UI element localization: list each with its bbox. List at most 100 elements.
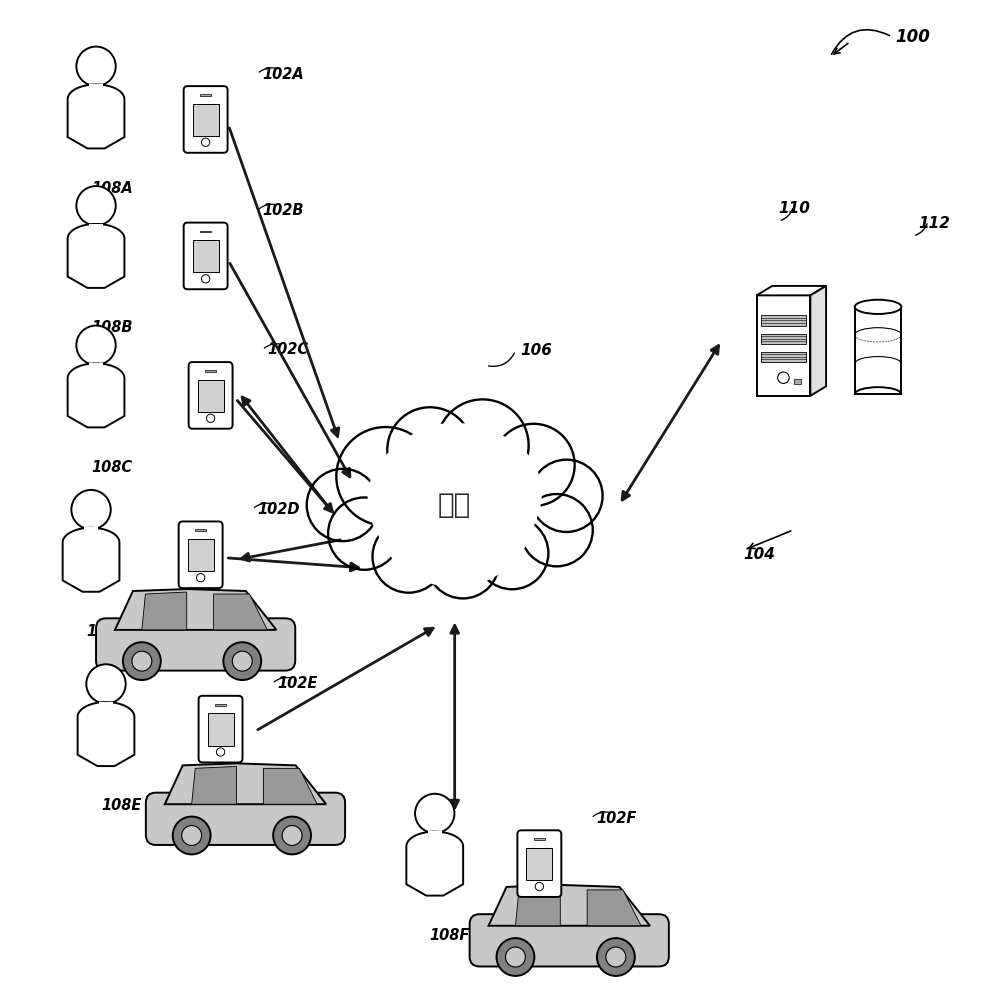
Bar — [428, 831, 442, 835]
Polygon shape — [165, 763, 326, 804]
Text: 102E: 102E — [277, 676, 318, 691]
Circle shape — [388, 407, 473, 493]
Circle shape — [273, 817, 311, 854]
Polygon shape — [756, 286, 826, 295]
Circle shape — [505, 947, 525, 967]
Text: 106: 106 — [520, 343, 552, 358]
Text: 102B: 102B — [262, 203, 304, 218]
Circle shape — [437, 399, 528, 491]
Polygon shape — [515, 888, 560, 926]
Bar — [193, 104, 219, 136]
Bar — [205, 370, 216, 372]
Circle shape — [493, 424, 574, 506]
Circle shape — [123, 642, 161, 680]
Circle shape — [202, 138, 210, 146]
Text: 102C: 102C — [267, 342, 309, 357]
Circle shape — [415, 794, 455, 833]
Polygon shape — [63, 528, 120, 592]
Polygon shape — [192, 766, 237, 804]
Bar — [198, 380, 224, 412]
Ellipse shape — [855, 300, 901, 314]
Bar — [84, 527, 98, 531]
Text: 104: 104 — [743, 547, 775, 562]
Text: 102A: 102A — [262, 67, 304, 82]
FancyBboxPatch shape — [189, 362, 233, 429]
Polygon shape — [68, 84, 125, 148]
Bar — [188, 539, 214, 571]
Circle shape — [414, 420, 561, 567]
Circle shape — [173, 817, 211, 854]
Bar — [200, 94, 212, 96]
FancyBboxPatch shape — [146, 793, 345, 845]
Text: 110: 110 — [778, 201, 810, 216]
Bar — [533, 838, 545, 840]
Polygon shape — [407, 832, 464, 896]
Circle shape — [132, 651, 152, 671]
Circle shape — [233, 651, 252, 671]
Circle shape — [307, 469, 379, 541]
Circle shape — [356, 428, 488, 559]
Bar — [761, 315, 806, 326]
Circle shape — [386, 447, 523, 585]
Polygon shape — [78, 702, 135, 766]
Circle shape — [337, 427, 435, 526]
Circle shape — [71, 490, 111, 529]
Text: 108E: 108E — [101, 798, 142, 813]
Bar — [89, 224, 103, 227]
Bar — [215, 704, 226, 706]
Bar — [794, 379, 800, 384]
Circle shape — [777, 372, 789, 383]
Text: 112: 112 — [918, 216, 950, 231]
Bar — [855, 307, 901, 394]
FancyBboxPatch shape — [470, 914, 669, 966]
Circle shape — [282, 826, 302, 845]
Polygon shape — [68, 224, 125, 288]
Circle shape — [207, 414, 215, 422]
Bar — [200, 231, 212, 232]
FancyBboxPatch shape — [517, 830, 561, 897]
Circle shape — [535, 882, 543, 891]
Text: 100: 100 — [895, 28, 930, 46]
Bar — [89, 363, 103, 367]
Polygon shape — [115, 589, 277, 630]
Text: 108B: 108B — [91, 320, 133, 335]
Circle shape — [530, 460, 602, 532]
Polygon shape — [264, 768, 318, 804]
Text: 网络: 网络 — [438, 491, 472, 519]
Circle shape — [417, 431, 541, 556]
Circle shape — [202, 275, 210, 283]
Circle shape — [86, 664, 126, 704]
FancyBboxPatch shape — [179, 521, 223, 588]
Text: 108F: 108F — [430, 928, 471, 943]
Circle shape — [597, 938, 634, 976]
Bar — [761, 334, 806, 344]
Circle shape — [373, 520, 445, 593]
Bar — [193, 240, 219, 272]
Circle shape — [373, 423, 536, 587]
Polygon shape — [214, 594, 268, 630]
Circle shape — [224, 642, 261, 680]
Bar — [756, 295, 810, 396]
FancyBboxPatch shape — [199, 696, 243, 762]
Circle shape — [76, 47, 116, 86]
FancyBboxPatch shape — [96, 618, 296, 671]
Polygon shape — [142, 592, 187, 630]
Circle shape — [497, 938, 534, 976]
Bar — [761, 352, 806, 362]
Circle shape — [606, 947, 625, 967]
Bar — [99, 702, 113, 706]
Circle shape — [76, 326, 116, 365]
Text: 108A: 108A — [91, 181, 133, 196]
Bar — [89, 84, 103, 88]
Text: 102D: 102D — [257, 502, 300, 517]
Text: 102F: 102F — [596, 811, 636, 826]
Circle shape — [182, 826, 202, 845]
Circle shape — [477, 517, 548, 589]
Circle shape — [427, 526, 500, 598]
Text: 108C: 108C — [91, 460, 132, 475]
Polygon shape — [810, 286, 826, 396]
Circle shape — [368, 437, 493, 562]
FancyBboxPatch shape — [184, 86, 228, 153]
Circle shape — [520, 494, 592, 566]
Circle shape — [217, 748, 225, 756]
